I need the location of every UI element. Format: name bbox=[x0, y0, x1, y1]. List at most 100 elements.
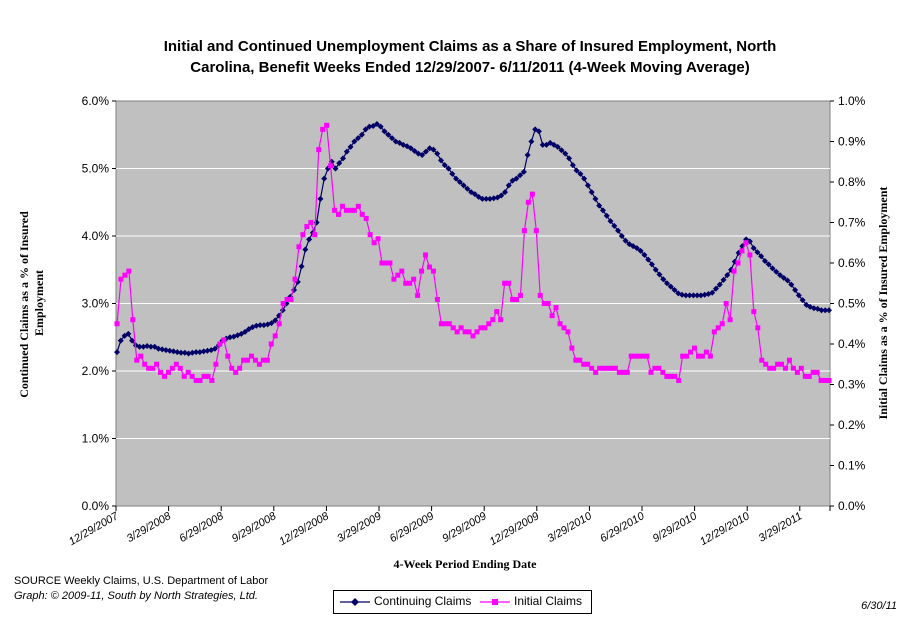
data-point bbox=[517, 172, 524, 179]
data-point bbox=[371, 240, 377, 246]
data-point bbox=[711, 329, 717, 335]
data-point bbox=[524, 152, 531, 158]
data-point bbox=[134, 357, 140, 363]
data-point bbox=[537, 292, 543, 298]
data-point bbox=[680, 353, 686, 359]
data-point bbox=[597, 365, 603, 371]
data-point bbox=[419, 268, 425, 274]
data-point bbox=[446, 321, 452, 327]
data-point bbox=[771, 365, 777, 371]
data-point bbox=[147, 343, 154, 350]
data-point bbox=[130, 317, 136, 323]
data-point bbox=[588, 189, 595, 196]
y-axis-label-right: Initial Claims as a % of Insured Employm… bbox=[876, 187, 890, 420]
data-point bbox=[709, 289, 716, 296]
data-point bbox=[561, 325, 567, 331]
data-point bbox=[723, 301, 729, 306]
data-point bbox=[510, 296, 516, 302]
right-axis-ticks: 0.0% 0.1% 0.2% 0.3% 0.4% 0.5% 0.6% 0.7% 0.8% 0.9%… bbox=[830, 94, 866, 513]
data-point bbox=[154, 361, 160, 367]
data-point bbox=[125, 330, 132, 337]
right-tick-label: 0.2% bbox=[838, 418, 866, 432]
data-point bbox=[724, 272, 731, 279]
data-point bbox=[795, 292, 802, 299]
data-point bbox=[554, 143, 561, 150]
data-point bbox=[415, 292, 421, 298]
data-point bbox=[739, 248, 745, 254]
data-point bbox=[558, 147, 565, 154]
data-point bbox=[471, 191, 478, 198]
data-point bbox=[758, 253, 765, 260]
data-point bbox=[248, 353, 254, 359]
data-point bbox=[607, 218, 614, 225]
data-point bbox=[743, 240, 749, 246]
data-point bbox=[690, 292, 697, 299]
data-point bbox=[707, 353, 713, 359]
data-point bbox=[185, 350, 192, 357]
x-tick-label: 3/29/2011 bbox=[757, 510, 805, 544]
data-point bbox=[136, 343, 143, 350]
left-tick-label: 0.0% bbox=[82, 499, 110, 513]
data-point bbox=[502, 280, 508, 286]
data-point bbox=[189, 349, 196, 356]
data-point bbox=[126, 268, 132, 274]
data-point bbox=[320, 126, 326, 132]
data-point bbox=[573, 357, 579, 363]
x-tick-label: 9/29/2008 bbox=[230, 510, 279, 545]
data-point bbox=[253, 322, 260, 329]
x-axis-label: 4-Week Period Ending Date bbox=[393, 557, 537, 571]
data-point bbox=[363, 215, 369, 221]
data-point bbox=[652, 266, 659, 273]
right-tick-label: 1.0% bbox=[838, 94, 866, 108]
data-point bbox=[593, 369, 599, 375]
data-point bbox=[155, 345, 162, 352]
data-point bbox=[355, 203, 361, 209]
data-point bbox=[355, 135, 362, 142]
data-point bbox=[513, 175, 520, 182]
data-point bbox=[735, 260, 741, 266]
data-point bbox=[490, 195, 497, 202]
data-point bbox=[814, 369, 820, 375]
data-point bbox=[585, 361, 591, 367]
data-point bbox=[506, 280, 512, 286]
data-point bbox=[529, 191, 535, 197]
data-point bbox=[601, 365, 607, 371]
data-point bbox=[612, 365, 618, 371]
x-tick-label: 12/29/2010 bbox=[698, 510, 752, 548]
data-point bbox=[268, 341, 274, 347]
data-point bbox=[826, 307, 832, 314]
data-point bbox=[528, 138, 535, 145]
data-point bbox=[637, 247, 644, 254]
y-axis-label-left: Continued Claims as a % of Insured Emplo… bbox=[17, 208, 46, 397]
data-point bbox=[442, 321, 448, 327]
right-tick-label: 0.0% bbox=[838, 499, 866, 513]
data-point bbox=[684, 353, 690, 359]
data-point bbox=[316, 147, 322, 153]
legend-initial-label: Initial Claims bbox=[514, 594, 583, 608]
data-point bbox=[351, 138, 358, 145]
left-tick-label: 3.0% bbox=[82, 297, 110, 311]
left-axis-ticks: 0.0% 1.0% 2.0% 3.0% 4.0% 5.0% 6.0% bbox=[82, 94, 116, 513]
data-point bbox=[264, 357, 270, 363]
data-point bbox=[786, 357, 792, 363]
chart-title-line-1: Initial and Continued Unemployment Claim… bbox=[163, 38, 777, 55]
data-point bbox=[288, 296, 294, 302]
data-point bbox=[727, 317, 733, 323]
data-point bbox=[788, 281, 795, 288]
data-point bbox=[296, 244, 302, 250]
data-point bbox=[810, 305, 817, 312]
data-point bbox=[715, 325, 721, 331]
data-point bbox=[221, 337, 227, 343]
data-point bbox=[434, 296, 440, 302]
data-point bbox=[438, 321, 444, 327]
data-point bbox=[541, 301, 547, 306]
data-point bbox=[517, 292, 523, 298]
right-tick-label: 0.6% bbox=[838, 256, 866, 270]
data-point bbox=[159, 346, 166, 353]
data-point bbox=[806, 373, 812, 379]
data-point bbox=[645, 256, 652, 263]
data-point bbox=[449, 170, 456, 177]
data-point bbox=[562, 150, 569, 157]
data-point bbox=[656, 365, 662, 371]
